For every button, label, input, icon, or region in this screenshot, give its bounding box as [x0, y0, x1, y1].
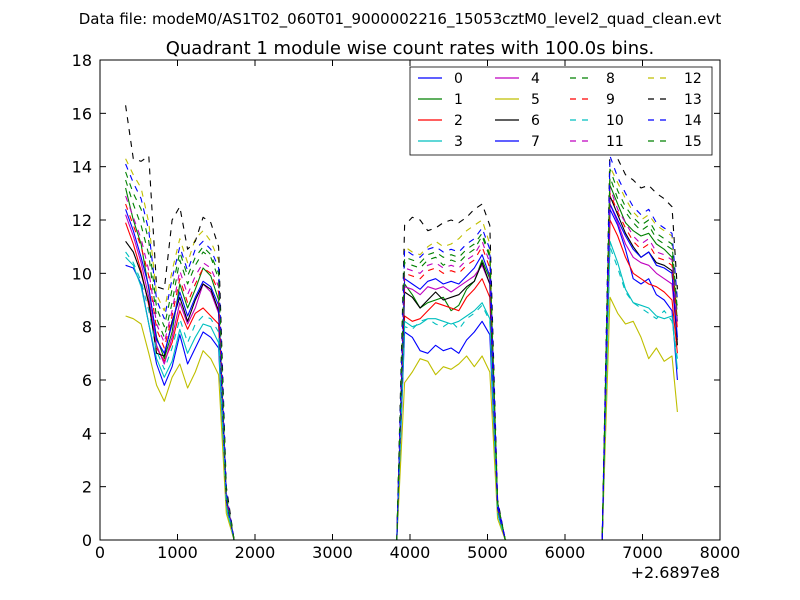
legend-label-1: 1: [454, 92, 463, 108]
x-tick-label: 1000: [157, 543, 198, 562]
x-tick-label: 6000: [545, 543, 586, 562]
series-line-10: [125, 246, 678, 540]
y-tick-label: 8: [82, 318, 92, 337]
legend-label-11: 11: [606, 134, 624, 150]
series-line-2: [125, 219, 678, 540]
legend-label-15: 15: [684, 134, 702, 150]
legend-label-5: 5: [531, 92, 540, 108]
series-line-8: [125, 176, 678, 540]
y-tick-label: 4: [82, 424, 92, 443]
y-tick-label: 14: [72, 158, 92, 177]
chart-title: Quadrant 1 module wise count rates with …: [166, 38, 655, 59]
series-line-14: [125, 155, 678, 540]
y-tick-label: 16: [72, 104, 92, 123]
series-line-1: [125, 184, 678, 540]
series-line-4: [125, 203, 678, 540]
legend-label-8: 8: [606, 71, 615, 87]
y-tick-label: 10: [72, 264, 92, 283]
series-line-5: [125, 296, 678, 540]
series-line-0: [125, 208, 678, 540]
y-tick-label: 12: [72, 211, 92, 230]
series-line-11: [125, 187, 678, 540]
legend-label-2: 2: [454, 113, 463, 129]
legend-label-7: 7: [531, 134, 540, 150]
legend-label-6: 6: [531, 113, 540, 129]
legend-label-10: 10: [606, 113, 624, 129]
series-line-9: [125, 192, 678, 540]
x-tick-label: 0: [95, 543, 105, 562]
series-line-6: [125, 195, 678, 540]
legend-label-12: 12: [684, 71, 702, 87]
y-tick-label: 0: [82, 531, 92, 550]
y-tick-label: 6: [82, 371, 92, 390]
legend-label-4: 4: [531, 71, 540, 87]
x-tick-label: 7000: [622, 543, 663, 562]
legend-label-14: 14: [684, 113, 702, 129]
series-line-7: [125, 203, 678, 540]
legend-label-13: 13: [684, 92, 702, 108]
x-axis: 0 1000 2000 3000 4000 5000 6000 7000 8000: [95, 60, 740, 562]
y-tick-label: 18: [72, 51, 92, 70]
x-offset-label: +2.6897e8: [631, 563, 720, 582]
x-tick-label: 3000: [312, 543, 353, 562]
suptitle: Data file: modeM0/AS1T02_060T01_90000022…: [79, 10, 722, 29]
series-line-3: [125, 240, 678, 540]
legend-label-3: 3: [454, 134, 463, 150]
legend-label-0: 0: [454, 71, 463, 87]
series-layer: [125, 105, 678, 540]
x-tick-label: 5000: [467, 543, 508, 562]
x-tick-label: 4000: [390, 543, 431, 562]
legend-frame: [409, 66, 713, 156]
y-tick-label: 2: [82, 478, 92, 497]
x-tick-label: 8000: [700, 543, 741, 562]
legend-label-9: 9: [606, 92, 615, 108]
series-line-12: [125, 158, 678, 540]
series-line-15: [125, 168, 678, 540]
x-tick-label: 2000: [235, 543, 276, 562]
